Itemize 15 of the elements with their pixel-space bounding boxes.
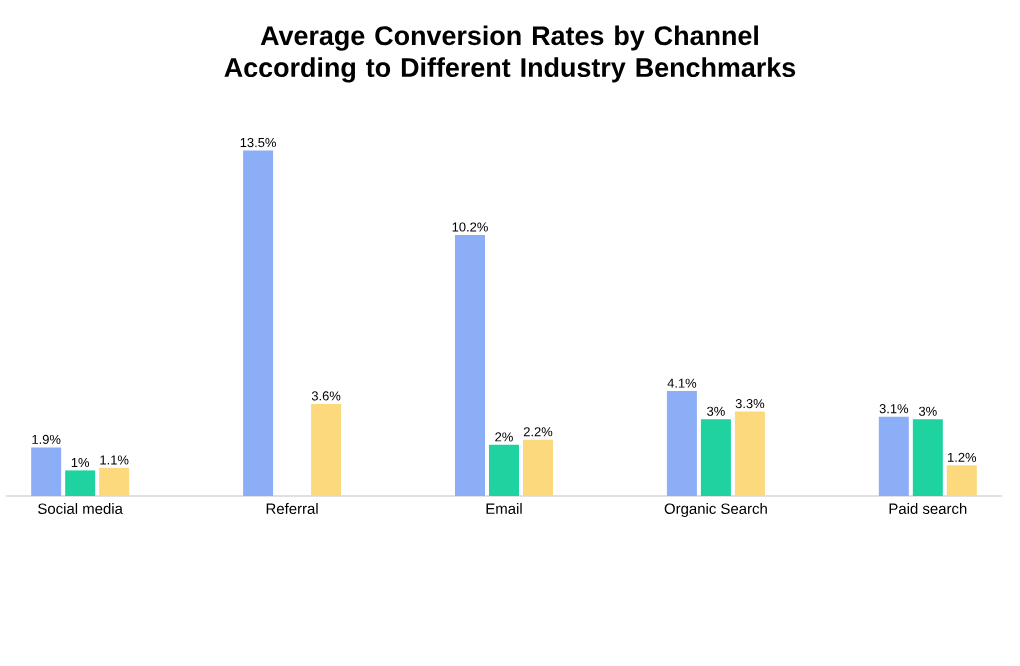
chart-title: Average Conversion Rates by Channel According to Different Industry Benchmarks — [224, 25, 796, 83]
bar — [878, 416, 909, 496]
bar — [31, 447, 62, 496]
bar — [734, 411, 765, 496]
bar — [666, 391, 697, 496]
bar — [946, 465, 977, 496]
bar — [311, 403, 342, 496]
bar — [99, 467, 130, 496]
bar — [455, 234, 485, 496]
bar — [243, 150, 274, 496]
bar — [523, 439, 553, 496]
bar — [489, 444, 519, 496]
bar — [700, 419, 731, 496]
bar — [912, 419, 943, 496]
bar — [65, 470, 96, 496]
